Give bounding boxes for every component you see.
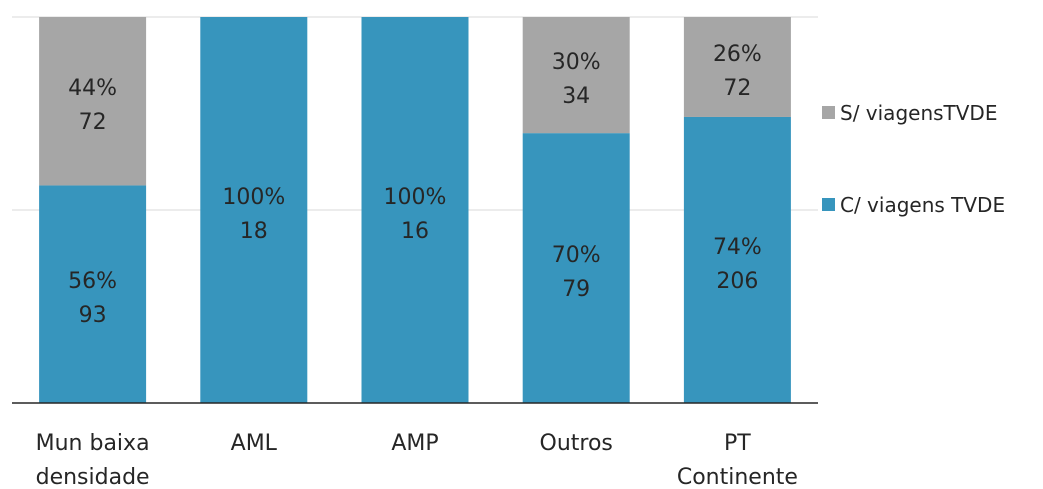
bar-segment xyxy=(683,17,791,117)
bar-segment xyxy=(361,17,469,403)
data-label-percent: 26% xyxy=(713,42,762,67)
category-label: PT Continente xyxy=(677,431,798,489)
data-label-value: 79 xyxy=(562,277,590,302)
data-label-percent: 30% xyxy=(552,50,601,75)
legend-label: S/ viagensTVDE xyxy=(840,101,997,125)
data-label-value: 93 xyxy=(79,303,107,328)
legend-swatch xyxy=(822,106,835,119)
data-label-value: 18 xyxy=(240,219,268,244)
data-label-value: 206 xyxy=(716,269,758,294)
bar-segment xyxy=(39,17,147,186)
bar-segment xyxy=(200,17,308,403)
data-label-percent: 70% xyxy=(552,243,601,268)
data-label-percent: 74% xyxy=(713,235,762,260)
legend: S/ viagensTVDE C/ viagens TVDE xyxy=(822,101,1005,217)
data-label-percent: 100% xyxy=(384,185,447,210)
legend-label: C/ viagens TVDE xyxy=(840,193,1005,217)
data-label-value: 72 xyxy=(79,110,107,135)
data-label-value: 16 xyxy=(401,219,429,244)
category-label: AMP xyxy=(391,431,438,456)
category-label: Outros xyxy=(540,431,613,456)
bar-segment xyxy=(39,185,147,403)
data-label-percent: 56% xyxy=(68,269,117,294)
category-labels: Mun baixa densidade AML AMP Outros PT Continen… xyxy=(36,431,798,489)
bar-segment xyxy=(522,17,630,134)
category-label: AML xyxy=(231,431,278,456)
data-label-value: 72 xyxy=(723,76,751,101)
data-label-percent: 44% xyxy=(68,76,117,101)
data-label-percent: 100% xyxy=(222,185,285,210)
legend-swatch xyxy=(822,198,835,211)
bar-segment xyxy=(522,133,630,403)
bars: 56% 93 44% 72 100% 18 100% 16 70% 79 30% 34 74% 206 26… xyxy=(39,17,791,403)
bar-segment xyxy=(683,116,791,403)
category-label: Mun baixa densidade xyxy=(36,431,150,489)
data-label-value: 34 xyxy=(562,84,590,109)
